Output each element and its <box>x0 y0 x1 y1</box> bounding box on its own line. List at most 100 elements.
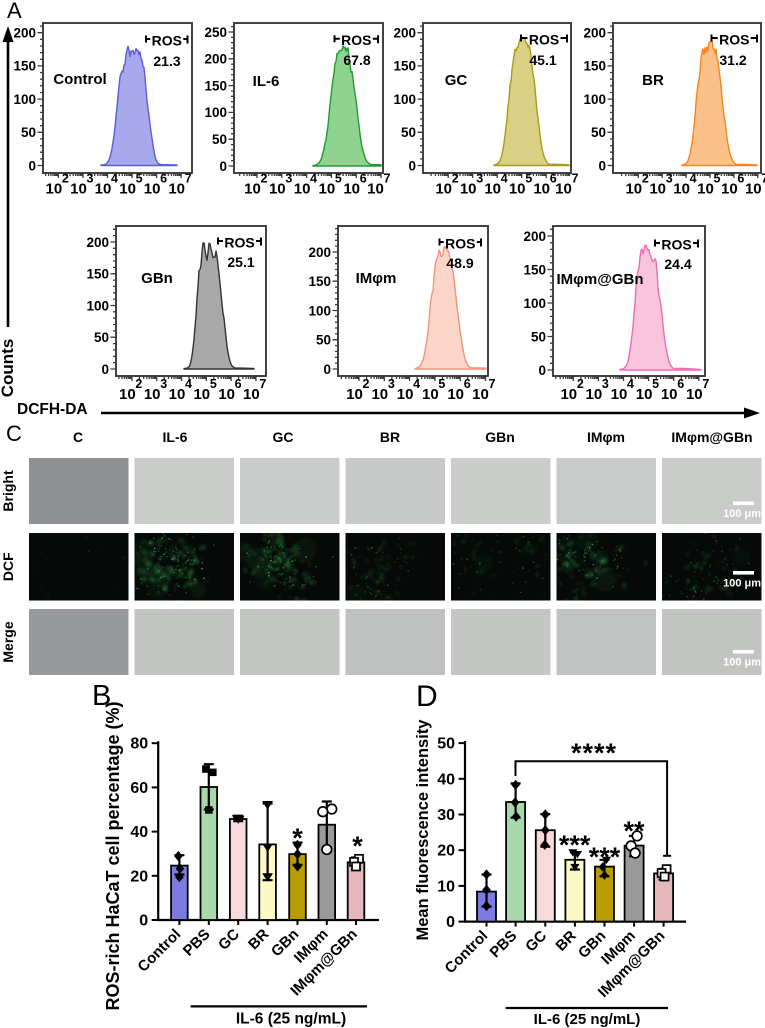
svg-text:IL-6 (25 ng/mL): IL-6 (25 ng/mL) <box>236 1011 346 1028</box>
svg-text:200: 200 <box>523 229 546 244</box>
svg-text:DCFH-DA: DCFH-DA <box>17 401 88 418</box>
svg-text:5: 5 <box>438 377 445 391</box>
svg-text:24.4: 24.4 <box>664 256 691 272</box>
svg-text:10: 10 <box>144 386 161 403</box>
svg-text:50: 50 <box>94 330 109 345</box>
svg-text:***: *** <box>589 842 621 872</box>
svg-text:200: 200 <box>308 245 331 260</box>
svg-text:10: 10 <box>294 181 311 198</box>
svg-text:ROS-rich HaCaT cell percentage: ROS-rich HaCaT cell percentage (%) <box>103 701 123 1010</box>
svg-text:10: 10 <box>625 181 642 198</box>
svg-text:50: 50 <box>21 125 36 140</box>
svg-text:10: 10 <box>586 386 603 403</box>
svg-text:Bright: Bright <box>0 470 16 512</box>
svg-text:A: A <box>7 0 22 23</box>
svg-text:3: 3 <box>285 172 292 186</box>
svg-text:3: 3 <box>160 377 167 391</box>
svg-text:10: 10 <box>343 181 360 198</box>
svg-text:100: 100 <box>13 92 36 107</box>
svg-text:150: 150 <box>13 59 36 74</box>
svg-text:10: 10 <box>119 386 136 403</box>
svg-text:2: 2 <box>452 172 459 186</box>
svg-text:200: 200 <box>393 26 416 41</box>
svg-text:0: 0 <box>598 158 606 173</box>
svg-text:10: 10 <box>193 386 210 403</box>
svg-text:250: 250 <box>204 25 227 40</box>
svg-text:IL-6: IL-6 <box>163 429 188 445</box>
svg-text:150: 150 <box>583 59 606 74</box>
svg-text:4: 4 <box>501 172 508 186</box>
svg-text:100: 100 <box>86 298 109 313</box>
svg-text:5: 5 <box>525 172 532 186</box>
svg-text:100: 100 <box>393 92 416 107</box>
svg-text:*: * <box>292 823 303 853</box>
svg-text:10: 10 <box>447 386 464 403</box>
svg-text:5: 5 <box>335 172 342 186</box>
svg-text:7: 7 <box>185 172 192 186</box>
svg-text:10: 10 <box>346 386 363 403</box>
svg-text:0: 0 <box>28 158 36 173</box>
svg-text:10: 10 <box>686 386 703 403</box>
svg-text:6: 6 <box>550 172 557 186</box>
svg-text:2: 2 <box>62 172 69 186</box>
svg-text:200: 200 <box>86 235 109 250</box>
svg-text:10: 10 <box>169 386 186 403</box>
svg-text:100: 100 <box>523 296 546 311</box>
svg-text:2: 2 <box>577 377 584 391</box>
svg-text:4: 4 <box>310 172 317 186</box>
svg-text:10: 10 <box>697 181 714 198</box>
svg-text:7: 7 <box>702 377 709 391</box>
svg-text:10: 10 <box>144 181 161 198</box>
svg-text:7: 7 <box>761 172 765 186</box>
svg-text:IMφm: IMφm <box>587 429 625 445</box>
svg-text:6: 6 <box>160 172 167 186</box>
svg-text:7: 7 <box>489 377 496 391</box>
svg-text:10: 10 <box>371 386 388 403</box>
svg-text:40: 40 <box>130 824 148 841</box>
svg-text:6: 6 <box>737 172 744 186</box>
svg-text:Mean fluorescence intensity: Mean fluorescence intensity <box>414 719 432 941</box>
svg-text:4: 4 <box>690 172 697 186</box>
svg-text:C: C <box>6 421 22 446</box>
svg-text:10: 10 <box>460 181 477 198</box>
svg-text:2: 2 <box>642 172 649 186</box>
svg-text:10: 10 <box>661 386 678 403</box>
svg-text:0: 0 <box>101 362 109 377</box>
svg-text:10: 10 <box>509 181 526 198</box>
svg-text:DCF: DCF <box>0 552 16 581</box>
svg-text:ROS: ROS <box>719 32 749 48</box>
svg-text:10: 10 <box>244 181 261 198</box>
svg-text:150: 150 <box>86 267 109 282</box>
svg-text:3: 3 <box>388 377 395 391</box>
svg-text:50: 50 <box>316 333 331 348</box>
svg-text:10: 10 <box>437 878 455 895</box>
svg-text:3: 3 <box>87 172 94 186</box>
svg-text:20: 20 <box>130 868 148 885</box>
svg-text:45.1: 45.1 <box>529 52 556 68</box>
svg-text:**: ** <box>623 816 645 846</box>
svg-text:50: 50 <box>212 132 227 147</box>
svg-text:2: 2 <box>261 172 268 186</box>
svg-text:200: 200 <box>13 26 36 41</box>
svg-text:20: 20 <box>437 843 455 860</box>
svg-text:10: 10 <box>611 386 628 403</box>
svg-text:0: 0 <box>139 913 148 930</box>
svg-text:100: 100 <box>583 92 606 107</box>
svg-text:ROS: ROS <box>529 32 559 48</box>
svg-text:4: 4 <box>413 377 420 391</box>
svg-text:10: 10 <box>243 386 260 403</box>
svg-text:ROS: ROS <box>661 237 691 253</box>
svg-text:0: 0 <box>219 159 227 174</box>
svg-text:10: 10 <box>673 181 690 198</box>
svg-text:3: 3 <box>476 172 483 186</box>
svg-text:200: 200 <box>583 26 606 41</box>
svg-text:3: 3 <box>602 377 609 391</box>
svg-text:10: 10 <box>119 181 136 198</box>
svg-text:10: 10 <box>721 181 738 198</box>
svg-text:25.1: 25.1 <box>227 254 254 270</box>
svg-text:GBn: GBn <box>141 270 173 287</box>
svg-text:50: 50 <box>531 329 546 344</box>
svg-text:3: 3 <box>666 172 673 186</box>
svg-text:0: 0 <box>446 914 455 931</box>
svg-text:10: 10 <box>560 386 577 403</box>
